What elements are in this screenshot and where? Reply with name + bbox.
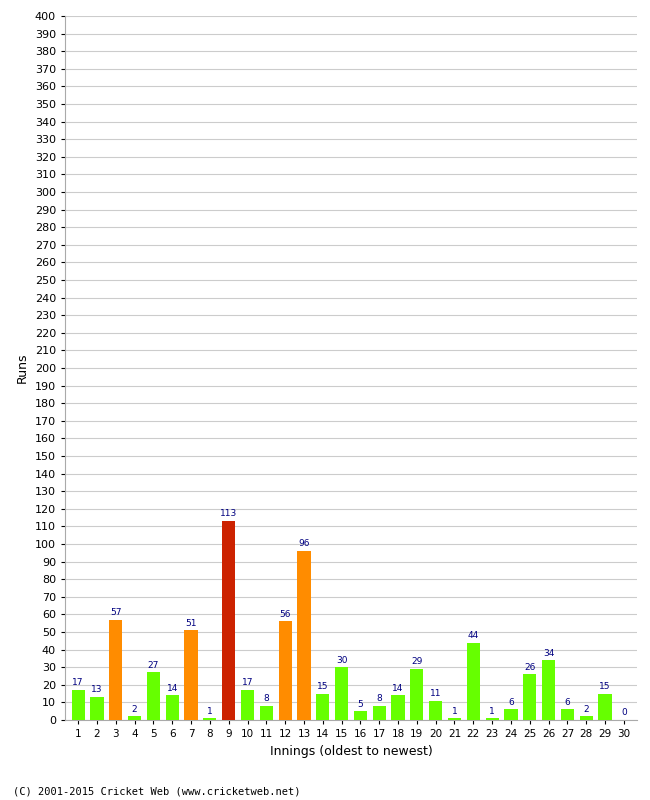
Bar	[391, 695, 404, 720]
Bar	[523, 674, 536, 720]
Text: 1: 1	[207, 706, 213, 715]
Text: 29: 29	[411, 658, 422, 666]
Text: 96: 96	[298, 539, 309, 549]
Text: 56: 56	[280, 610, 291, 619]
Text: 2: 2	[132, 705, 137, 714]
Text: 6: 6	[508, 698, 514, 707]
Text: 6: 6	[564, 698, 570, 707]
Bar	[203, 718, 216, 720]
Text: 17: 17	[72, 678, 84, 687]
Text: 30: 30	[336, 655, 347, 665]
Text: 8: 8	[263, 694, 269, 703]
Text: 17: 17	[242, 678, 254, 687]
Text: 57: 57	[110, 608, 122, 617]
Y-axis label: Runs: Runs	[16, 353, 29, 383]
Bar	[448, 718, 461, 720]
Bar	[335, 667, 348, 720]
Text: (C) 2001-2015 Cricket Web (www.cricketweb.net): (C) 2001-2015 Cricket Web (www.cricketwe…	[13, 786, 300, 796]
Bar	[372, 706, 386, 720]
Bar	[109, 620, 122, 720]
Bar	[354, 711, 367, 720]
Text: 11: 11	[430, 689, 441, 698]
Bar	[486, 718, 499, 720]
Bar	[561, 710, 574, 720]
Text: 1: 1	[452, 706, 458, 715]
Bar	[260, 706, 273, 720]
Text: 44: 44	[468, 631, 479, 640]
Text: 13: 13	[91, 686, 103, 694]
Bar	[599, 694, 612, 720]
Text: 113: 113	[220, 510, 237, 518]
Bar	[166, 695, 179, 720]
Text: 0: 0	[621, 708, 627, 718]
Bar	[542, 660, 555, 720]
Text: 15: 15	[599, 682, 611, 691]
Text: 15: 15	[317, 682, 328, 691]
Text: 14: 14	[393, 684, 404, 693]
Text: 5: 5	[358, 699, 363, 709]
Text: 8: 8	[376, 694, 382, 703]
Text: 26: 26	[524, 662, 536, 672]
Bar	[147, 673, 160, 720]
Bar	[90, 697, 103, 720]
Bar	[279, 622, 292, 720]
Bar	[128, 717, 141, 720]
Bar	[316, 694, 330, 720]
Bar	[467, 642, 480, 720]
Text: 14: 14	[166, 684, 178, 693]
Bar	[298, 551, 311, 720]
Bar	[580, 717, 593, 720]
Bar	[72, 690, 84, 720]
Text: 27: 27	[148, 661, 159, 670]
Bar	[429, 701, 442, 720]
Text: 2: 2	[584, 705, 589, 714]
Bar	[185, 630, 198, 720]
X-axis label: Innings (oldest to newest): Innings (oldest to newest)	[270, 745, 432, 758]
Bar	[222, 521, 235, 720]
Text: 34: 34	[543, 649, 554, 658]
Text: 51: 51	[185, 618, 197, 627]
Text: 1: 1	[489, 706, 495, 715]
Bar	[504, 710, 517, 720]
Bar	[410, 669, 423, 720]
Bar	[241, 690, 254, 720]
